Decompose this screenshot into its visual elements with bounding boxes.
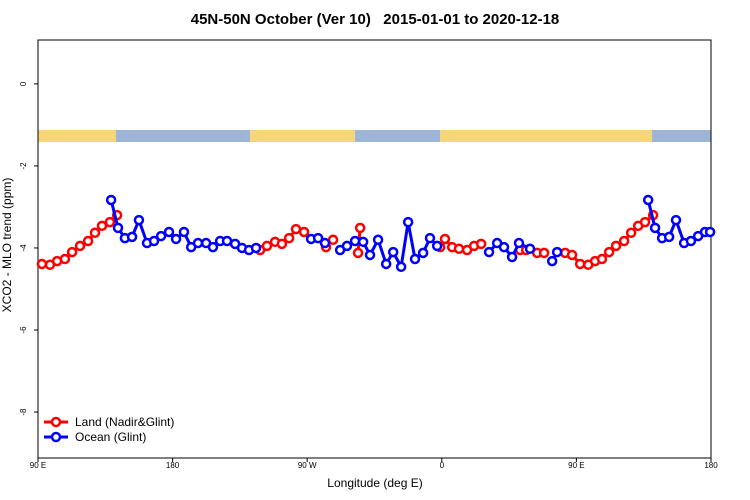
point [250,242,262,254]
legend-label: Ocean (Glint) [75,430,146,444]
point [551,246,563,258]
point [574,258,586,270]
point [354,222,366,234]
y-tick-label: -8 [19,408,28,416]
point [685,235,697,247]
point [192,237,204,249]
point [82,235,94,247]
land-strip [250,130,355,142]
point [89,227,101,239]
point [506,251,518,263]
point [104,216,116,228]
point [524,243,536,255]
point [642,194,654,206]
point [298,226,310,238]
chart-title: 45N-50N October (Ver 10) 2015-01-01 to 2… [191,11,560,28]
y-tick-label: -4 [19,244,28,252]
point [221,235,233,247]
point [431,240,443,252]
x-axis-label: Longitude (deg E) [327,476,422,490]
point [74,240,86,252]
x-tick-label: 90 E [30,461,46,470]
point [596,253,608,265]
point [341,240,353,252]
y-tick-label: 0 [19,81,28,86]
point [133,214,145,226]
point [649,222,661,234]
point [66,246,78,258]
point [357,236,369,248]
land-ocean-strip [38,130,711,142]
point [163,226,175,238]
point [352,247,364,259]
y-tick-label: -6 [19,326,28,334]
point [178,226,190,238]
point [409,253,421,265]
land-strip [440,130,652,142]
point [453,243,465,255]
y-tick-label: -2 [19,162,28,170]
point [663,231,675,243]
y-axis-label: XCO2 - MLO trend (ppm) [0,178,14,313]
point [380,258,392,270]
point [170,233,182,245]
legend-label: Land (Nadir&Glint) [75,415,174,429]
point [402,216,414,228]
plot-frame [37,39,712,459]
point [475,238,487,250]
point [639,216,651,228]
point [439,233,451,245]
point [155,230,167,242]
land-strip [38,130,116,142]
point [112,222,124,234]
legend: Land (Nadir&Glint) Ocean (Glint) [44,415,174,444]
point [59,253,71,265]
x-tick-label: 90 E [568,461,584,470]
point [670,214,682,226]
point [395,261,407,273]
point [372,234,384,246]
point [276,238,288,250]
point [704,226,716,238]
point [312,232,324,244]
point [36,258,48,270]
point [618,235,630,247]
x-tick-label: 180 [704,461,718,470]
point [610,240,622,252]
point [483,246,495,258]
point [96,220,108,232]
point [546,255,558,267]
legend-marker [50,416,62,428]
point [364,249,376,261]
point [319,237,331,249]
point [424,232,436,244]
point [349,235,361,247]
point [148,235,160,247]
point [417,247,429,259]
point [261,240,273,252]
x-tick-label: 0 [440,461,445,470]
point [207,241,219,253]
point [283,232,295,244]
point [538,247,550,259]
point [566,249,578,261]
point [603,246,615,258]
point [625,227,637,239]
legend-marker [50,431,62,443]
point [126,231,138,243]
point [387,246,399,258]
point [513,237,525,249]
point [498,241,510,253]
x-tick-label: 90 W [298,461,317,470]
x-tick-label: 180 [166,461,180,470]
point [290,223,302,235]
point [327,234,339,246]
point [105,194,117,206]
